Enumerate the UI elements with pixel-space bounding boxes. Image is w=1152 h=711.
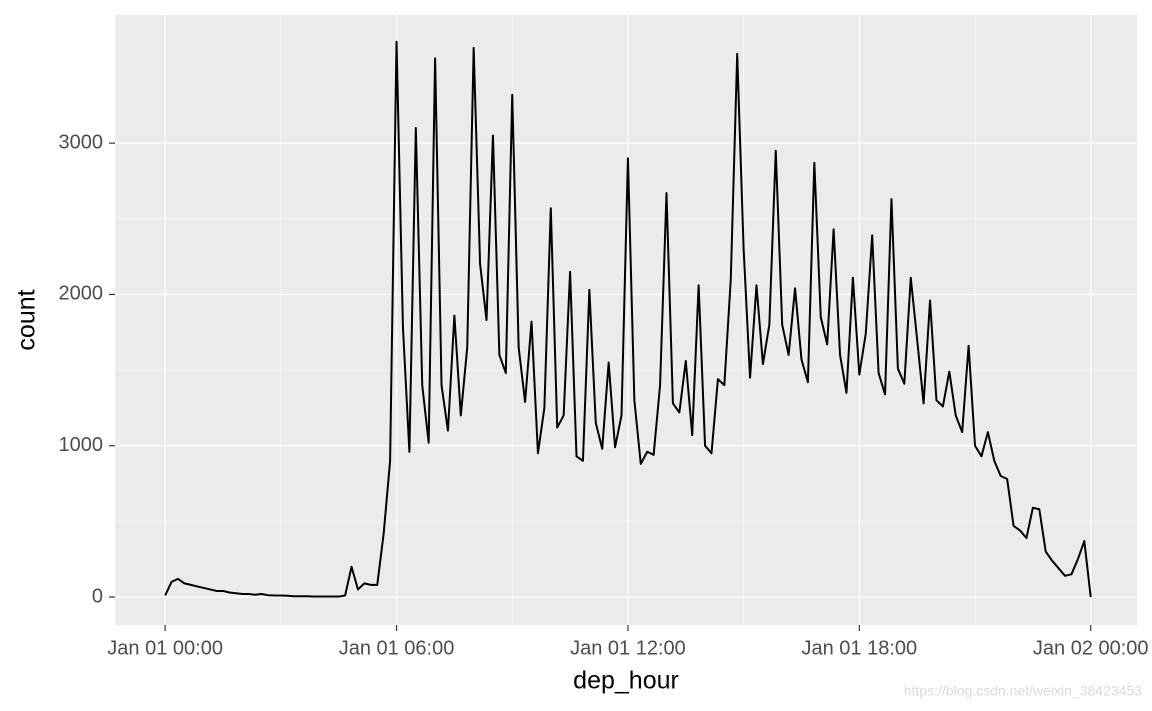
x-tick-label: Jan 01 18:00 <box>801 637 917 659</box>
y-tick-label: 3000 <box>59 131 104 153</box>
plot-area <box>164 40 1092 598</box>
panel <box>115 15 1137 625</box>
x-tick-label: Jan 02 00:00 <box>1033 637 1149 659</box>
data-line <box>164 40 1092 598</box>
x-tick-label: Jan 01 12:00 <box>570 637 686 659</box>
x-tick-label: Jan 01 00:00 <box>107 637 223 659</box>
x-tick-label: Jan 01 06:00 <box>339 637 455 659</box>
y-tick-label: 0 <box>92 585 103 607</box>
y-axis-title: count <box>13 289 41 350</box>
grid <box>115 15 1137 625</box>
y-tick-label: 1000 <box>59 434 104 456</box>
x-axis-title: dep_hour <box>573 667 679 695</box>
y-tick-label: 2000 <box>59 283 104 305</box>
watermark: https://blog.csdn.net/weixin_38423453 <box>904 683 1142 699</box>
